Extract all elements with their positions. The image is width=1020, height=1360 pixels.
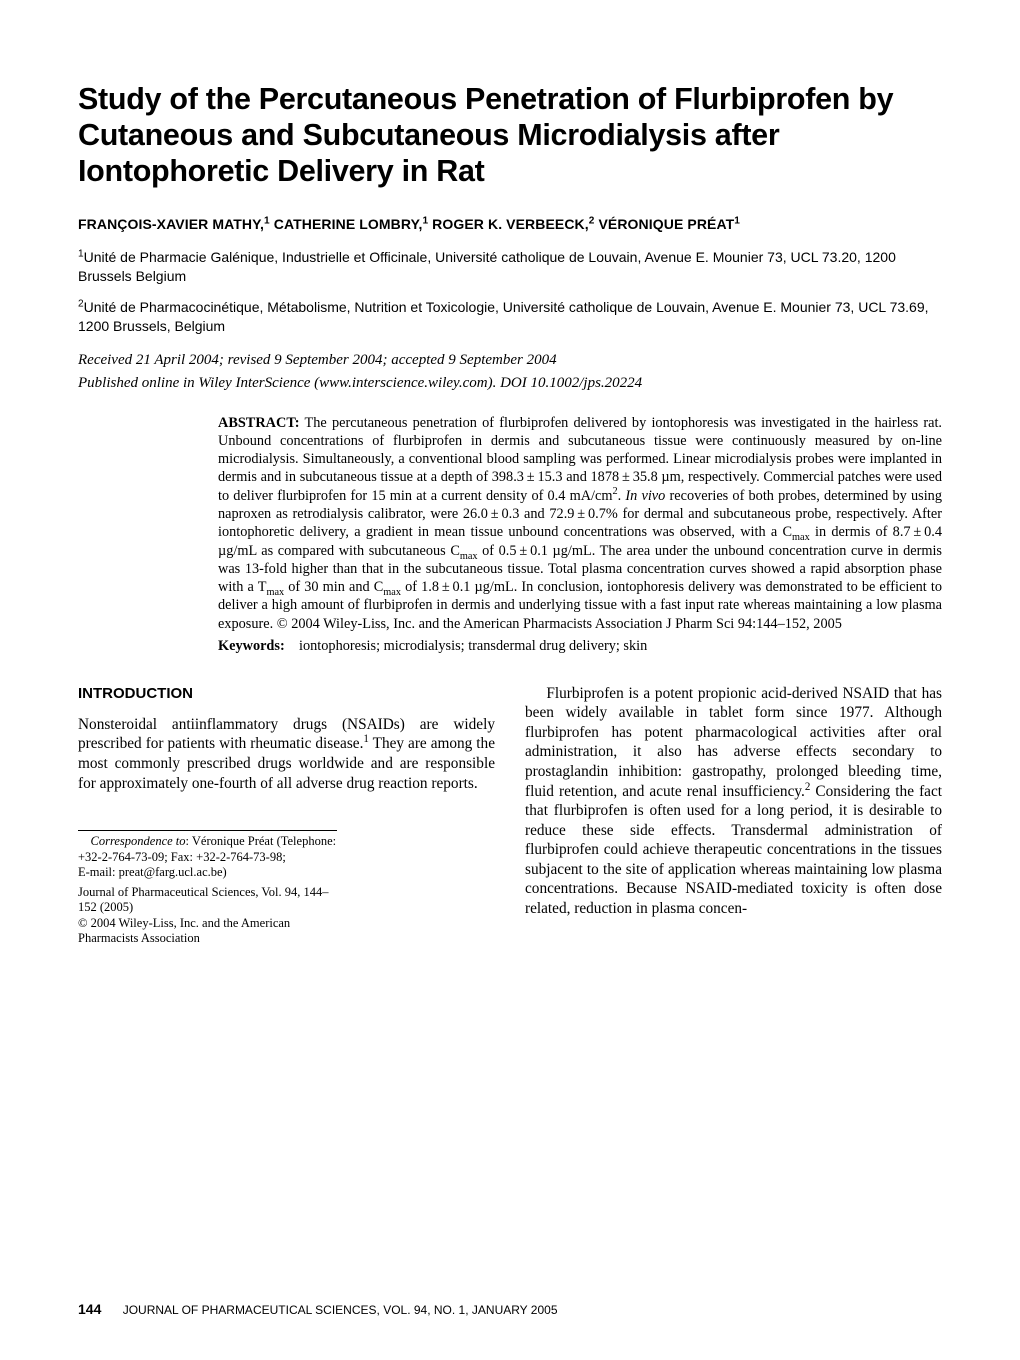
journal-citation: Journal of Pharmaceutical Sciences, Vol.… bbox=[78, 885, 337, 916]
copyright-line: © 2004 Wiley-Liss, Inc. and the American… bbox=[78, 916, 337, 947]
correspondence-lead: Correspondence to bbox=[91, 834, 186, 848]
section-heading-introduction: INTRODUCTION bbox=[78, 684, 495, 703]
affiliation-2: 2Unité de Pharmacocinétique, Métabolisme… bbox=[78, 298, 942, 336]
abstract-block: ABSTRACT: The percutaneous penetration o… bbox=[218, 414, 942, 634]
author-line: FRANÇOIS-XAVIER MATHY,1 CATHERINE LOMBRY… bbox=[78, 216, 942, 232]
published-line: Published online in Wiley InterScience (… bbox=[78, 375, 942, 392]
two-column-body: INTRODUCTION Nonsteroidal antiinflammato… bbox=[78, 684, 942, 947]
keywords-label: Keywords: bbox=[218, 638, 285, 654]
correspondence-block: Correspondence to: Véronique Préat (Tele… bbox=[78, 830, 337, 947]
affiliation-1: 1Unité de Pharmacie Galénique, Industrie… bbox=[78, 248, 942, 286]
correspondence-email: E-mail: preat@farg.ucl.ac.be) bbox=[78, 865, 337, 881]
page-footer: 144 JOURNAL OF PHARMACEUTICAL SCIENCES, … bbox=[78, 1301, 942, 1317]
footer-journal-text: JOURNAL OF PHARMACEUTICAL SCIENCES, VOL.… bbox=[123, 1303, 558, 1317]
keywords-block: Keywords: iontophoresis; microdialysis; … bbox=[218, 637, 942, 656]
page-number: 144 bbox=[78, 1301, 101, 1317]
intro-para-2: Flurbiprofen is a potent propionic acid-… bbox=[525, 684, 942, 919]
intro-para-1: Nonsteroidal antiinflammatory drugs (NSA… bbox=[78, 715, 495, 793]
right-column: Flurbiprofen is a potent propionic acid-… bbox=[525, 684, 942, 947]
abstract-text: The percutaneous penetration of flurbipr… bbox=[218, 415, 942, 632]
paper-title: Study of the Percutaneous Penetration of… bbox=[78, 82, 942, 190]
keywords-values: iontophoresis; microdialysis; transderma… bbox=[299, 638, 647, 654]
correspondence-line-1: Correspondence to: Véronique Préat (Tele… bbox=[78, 834, 337, 865]
received-line: Received 21 April 2004; revised 9 Septem… bbox=[78, 352, 942, 369]
keywords-text bbox=[288, 638, 299, 654]
abstract-label: ABSTRACT: bbox=[218, 415, 300, 431]
left-column: INTRODUCTION Nonsteroidal antiinflammato… bbox=[78, 684, 495, 947]
